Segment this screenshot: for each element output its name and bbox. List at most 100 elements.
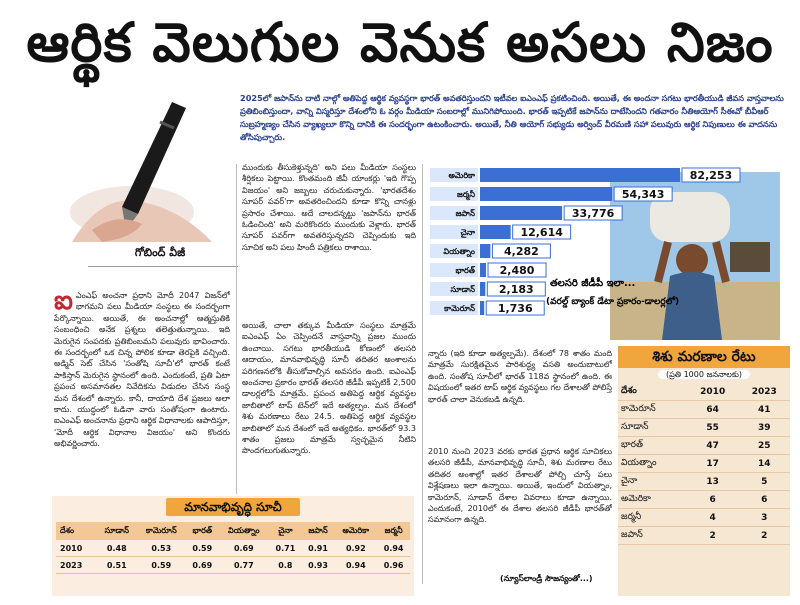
value-cell: 0.94 — [377, 540, 410, 557]
hdi-title: మానవాభివృద్ధి సూచీ — [52, 496, 414, 518]
value-cell: 14 — [738, 454, 790, 473]
column-header: జర్మనీ — [377, 522, 410, 540]
table-row: చైనా 13 5 — [618, 472, 790, 491]
article-column-1: ఐ ఎంఎఫ్ అంచనా ప్రధాని మోదీ 2047 విజన్‌లో… — [54, 290, 230, 492]
column-header: 2023 — [738, 383, 790, 401]
hdi-table: దేశం సూడాన్ కామెరూన్ భారత్ వియత్నాం చైనా జపాన్… — [56, 522, 410, 574]
value-label-bg — [613, 186, 673, 202]
category-label: వియత్నాం — [443, 247, 475, 257]
category-label-bg — [430, 282, 478, 296]
article-column-3-bottom: 2010 నుంచి 2023 వరకు భారత ప్రధాన ఆర్థిక … — [428, 446, 612, 566]
value-label: 4,282 — [504, 245, 539, 258]
value-label-bg — [563, 205, 623, 221]
value-label-bg — [681, 167, 741, 183]
bar — [480, 206, 563, 220]
category-label: జర్మనీ — [457, 190, 475, 201]
chart-title: తలసరి జీడీపీ ఇలా... — [550, 277, 635, 289]
table-row: జర్మనీ 4 3 — [618, 508, 790, 527]
value-label-bg — [487, 262, 547, 278]
column-header: కామెరూన్ — [136, 522, 186, 540]
value-label: 33,776 — [572, 207, 615, 220]
article-column-2-bottom: అయితే, చాలా తక్కువ మీడియా సంస్థలు మాత్రమ… — [242, 320, 416, 492]
value-cell: 25 — [738, 436, 790, 455]
table-row: 2023 0.51 0.59 0.69 0.77 0.8 0.93 0.94 0.96 — [56, 556, 410, 574]
value-cell: 4 — [686, 508, 739, 527]
value-cell: 39 — [738, 418, 790, 437]
column-2-text-2: అయితే, చాలా తక్కువ మీడియా సంస్థలు మాత్రమ… — [242, 321, 416, 456]
value-cell: 0.48 — [96, 540, 137, 557]
value-cell: 6 — [686, 490, 739, 509]
category-label-bg — [430, 206, 478, 220]
value-cell: 5 — [738, 472, 790, 491]
bar — [480, 263, 487, 277]
intro-paragraph: 2025లో జపాన్‌ను దాటి నాల్గో అతిపెద్ద ఆర్… — [240, 93, 784, 142]
value-cell: 0.91 — [301, 540, 335, 557]
column-header: దేశం — [56, 522, 97, 540]
infant-mortality-subtitle: (ప్రతి 1000 జననాలకు) — [618, 368, 790, 383]
category-label-bg — [430, 301, 478, 315]
value-cell: 0.96 — [377, 556, 410, 574]
country-cell: కామెరూన్ — [618, 400, 687, 419]
chart-svg: అమెరికా 82,253 జర్మనీ 54,343 జపాన్ 33,776 చైనా… — [430, 167, 741, 316]
column-2-text: ముందుకు తీసుకెళ్తున్నది' అని పలు మీడియా … — [242, 163, 416, 252]
value-label-bg — [491, 243, 551, 259]
category-label-bg — [430, 244, 478, 258]
page-headline: ఆర్థిక వెలుగుల వెనుక అసలు నిజం — [26, 11, 774, 74]
value-cell: 2 — [686, 526, 739, 545]
value-label: 1,736 — [498, 302, 533, 315]
value-label: 2,183 — [499, 283, 534, 296]
category-label: చైనా — [461, 228, 476, 238]
infant-mortality-box: శిశు మరణాల రేటు (ప్రతి 1000 జననాలకు) దేశ… — [618, 346, 790, 596]
table-header-row: దేశం సూడాన్ కామెరూన్ భారత్ వియత్నాం చైనా జపాన్… — [56, 522, 410, 540]
value-cell: 0.92 — [334, 540, 378, 557]
column-header: వియత్నాం — [218, 522, 270, 540]
value-cell: 17 — [686, 454, 739, 473]
value-cell: 64 — [686, 400, 739, 419]
value-cell: 47 — [686, 436, 739, 455]
value-cell: 0.59 — [136, 556, 186, 574]
country-cell: వియత్నాం — [618, 454, 687, 473]
country-cell: జపాన్ — [618, 526, 687, 545]
column-divider — [422, 164, 423, 584]
category-label-bg — [430, 263, 478, 277]
article-column-3-top: న్నారు (ఇది కూడా అత్యల్పమే). దేశంలో 78 శ… — [428, 348, 612, 438]
drop-cap: ఐ — [54, 290, 73, 316]
column-header: సూడాన్ — [96, 522, 137, 540]
gdp-per-capita-chart: అమెరికా 82,253 జర్మనీ 54,343 జపాన్ 33,776 చైనా… — [430, 162, 790, 332]
value-cell: 55 — [686, 418, 739, 437]
value-cell: 0.51 — [96, 556, 137, 574]
chart-subtitle: (వరల్డ్ బ్యాంక్ డేటా ప్రకారం-డాలర్లలో) — [546, 295, 679, 308]
table-row: సూడాన్ 55 39 — [618, 418, 790, 437]
worker-photo — [610, 172, 780, 340]
year-cell: 2023 — [56, 556, 97, 574]
value-cell: 0.8 — [269, 556, 302, 574]
infant-mortality-title: శిశు మరణాల రేటు — [618, 346, 790, 368]
bar — [480, 282, 486, 296]
infant-mortality-subtitle-text: (ప్రతి 1000 జననాలకు) — [657, 370, 751, 379]
country-cell: భారత్ — [618, 436, 687, 455]
value-cell: 0.93 — [301, 556, 335, 574]
table-row: వియత్నాం 17 14 — [618, 454, 790, 473]
source-credit: (న్యూస్‌లాండ్రీ సౌజన్యంతో...) — [500, 574, 593, 583]
value-cell: 6 — [738, 490, 790, 509]
category-label: భారత్ — [455, 266, 475, 275]
value-label: 2,480 — [500, 264, 535, 277]
table-row: కామెరూన్ 64 41 — [618, 400, 790, 419]
value-label: 82,253 — [690, 169, 732, 182]
country-cell: చైనా — [618, 472, 687, 491]
value-cell: 3 — [738, 508, 790, 527]
table-header-row: దేశం 2010 2023 — [618, 383, 790, 401]
value-label-bg — [486, 281, 546, 297]
infant-mortality-table: దేశం 2010 2023 కామెరూన్ 64 41 సూడాన్ 55 39 భార… — [618, 383, 790, 545]
table-row: భారత్ 47 25 — [618, 436, 790, 455]
category-label: అమెరికా — [448, 171, 475, 180]
hdi-box: మానవాభివృద్ధి సూచీ దేశం సూడాన్ కామెరూన్ భార… — [52, 496, 414, 596]
category-label: సూడాన్ — [451, 285, 476, 294]
bar — [480, 225, 511, 239]
value-cell: 0.69 — [185, 556, 219, 574]
value-cell: 0.59 — [185, 540, 219, 557]
value-cell: 2 — [738, 526, 790, 545]
value-label-bg — [485, 300, 545, 316]
column-3-text-2: 2010 నుంచి 2023 వరకు భారత ప్రధాన ఆర్థిక … — [428, 447, 612, 525]
value-label-bg — [512, 224, 572, 240]
